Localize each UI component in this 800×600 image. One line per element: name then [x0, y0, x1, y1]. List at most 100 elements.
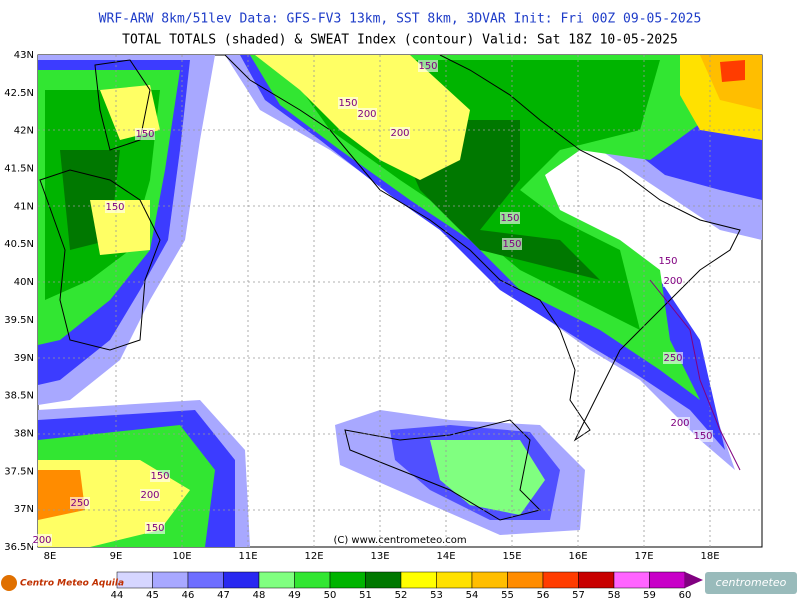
colorbar-box: [507, 571, 544, 589]
lat-label: 41.5N: [4, 164, 34, 175]
contour-label: 250: [663, 353, 682, 364]
colorbar: 44 45 46 47 48 49 50 51 52 53 54 55 56 57 58 59 60: [111, 571, 703, 600]
lon-label: 13E: [370, 551, 389, 562]
contour-label-bg: [70, 497, 90, 509]
contour-label-bg: [670, 417, 690, 429]
contour-label: 150: [150, 471, 169, 482]
contour-label: 200: [390, 128, 409, 139]
contour-label-bg: [390, 127, 410, 139]
colorbar-box: [223, 571, 260, 589]
contour-label: 150: [135, 129, 154, 140]
colorbar-box: [613, 571, 650, 589]
header-line1: WRF-ARW 8km/51lev Data: GFS-FV3 13km, SS…: [99, 12, 702, 27]
colorbar-box: [471, 571, 508, 589]
contour-label: 150: [418, 61, 437, 72]
logo-left: Centro Meteo Aquila: [20, 579, 124, 589]
colorbar-label: 50: [324, 590, 337, 600]
contour-label: 200: [140, 490, 159, 501]
lon-label: 17E: [634, 551, 653, 562]
contour-label-bg: [135, 128, 155, 140]
lat-label: 38.5N: [4, 391, 34, 402]
colorbar-label: 45: [146, 590, 159, 600]
colorbar-label: 56: [537, 590, 550, 600]
colorbar-label: 44: [111, 590, 124, 600]
contour-label-bg: [663, 352, 683, 364]
colorbar-label: 54: [466, 590, 479, 600]
contour-label-bg: [145, 522, 165, 534]
lon-label: 8E: [44, 551, 57, 562]
contour-label: 200: [663, 276, 682, 287]
contour-label-bg: [32, 534, 52, 546]
colorbar-box: [649, 571, 686, 589]
colorbar-arrow: [685, 572, 703, 588]
colorbar-label: 59: [643, 590, 656, 600]
contour-label: 150: [658, 256, 677, 267]
lat-label: 37N: [14, 504, 34, 515]
contour-label: 150: [105, 202, 124, 213]
colorbar-box: [542, 571, 579, 589]
contour-label-bg: [500, 212, 520, 224]
contour-label-bg: [663, 275, 683, 287]
lat-label: 42N: [14, 126, 34, 137]
map-area: [37, 54, 763, 548]
contour-label: 150: [500, 213, 519, 224]
contour-label-bg: [140, 489, 160, 501]
lat-label: 37.5N: [4, 466, 34, 477]
contour-label-bg: [693, 430, 713, 442]
contour-label: 150: [502, 239, 521, 250]
header-line2: TOTAL TOTALS (shaded) & SWEAT Index (con…: [122, 33, 678, 48]
colorbar-label: 49: [288, 590, 301, 600]
contour-label-bg: [105, 201, 125, 213]
lon-label: 14E: [436, 551, 455, 562]
colorbar-label: 47: [217, 590, 230, 600]
lon-label: 16E: [568, 551, 587, 562]
lat-label: 36.5N: [4, 542, 34, 553]
logo-left-box: [0, 566, 105, 600]
contour-label: 150: [338, 98, 357, 109]
contour-label-bg: [418, 60, 438, 72]
colorbar-box: [294, 571, 331, 589]
lon-label: 18E: [700, 551, 719, 562]
contour-label: 200: [357, 109, 376, 120]
colorbar-box: [152, 571, 189, 589]
contour-label: 150: [145, 523, 164, 534]
colorbar-box: [365, 571, 402, 589]
lon-label: 10E: [172, 551, 191, 562]
logo-right-box: [705, 572, 797, 594]
colorbar-label: 60: [679, 590, 692, 600]
lon-label: 11E: [238, 551, 257, 562]
colorbar-label: 46: [182, 590, 195, 600]
logo-right: centrometeo: [716, 576, 787, 589]
lat-label: 43N: [14, 50, 34, 61]
contour-label: 250: [70, 498, 89, 509]
lon-label: 9E: [110, 551, 123, 562]
colorbar-label: 55: [501, 590, 514, 600]
colorbar-label: 52: [395, 590, 408, 600]
colorbar-label: 58: [608, 590, 621, 600]
colorbar-box: [187, 571, 224, 589]
colorbar-box: [329, 571, 366, 589]
colorbar-label: 48: [253, 590, 266, 600]
lon-label: 12E: [304, 551, 323, 562]
lat-label: 38N: [14, 428, 34, 439]
colorbar-label: 57: [572, 590, 585, 600]
contour-label-bg: [502, 238, 522, 250]
lat-label: 40.5N: [4, 239, 34, 250]
contour-label-bg: [150, 470, 170, 482]
lat-label: 39N: [14, 353, 34, 364]
lat-label: 40N: [14, 277, 34, 288]
contour-label: 150: [693, 431, 712, 442]
contour-label-bg: [658, 255, 678, 267]
colorbar-label: 51: [359, 590, 372, 600]
copyright: (C) www.centrometeo.com: [333, 535, 466, 546]
colorbar-box: [436, 571, 473, 589]
colorbar-box: [258, 571, 295, 589]
logo-left-icon: [1, 575, 17, 591]
colorbar-box: [578, 571, 615, 589]
lat-label: 41N: [14, 201, 34, 212]
lat-label: 42.5N: [4, 88, 34, 99]
contour-label-bg: [357, 108, 377, 120]
colorbar-label: 53: [430, 590, 443, 600]
